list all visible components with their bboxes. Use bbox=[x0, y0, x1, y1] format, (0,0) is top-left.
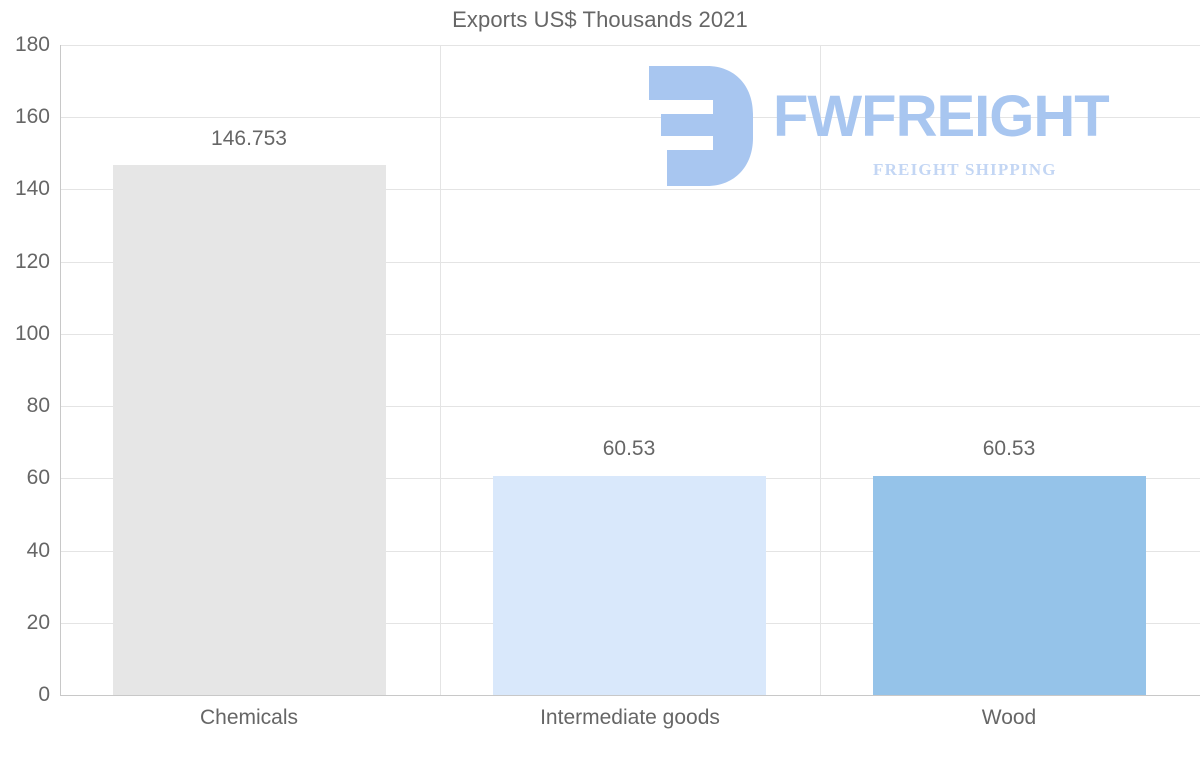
bar-chemicals bbox=[113, 165, 386, 695]
chart-title: Exports US$ Thousands 2021 bbox=[452, 7, 748, 32]
y-tick-label: 20 bbox=[26, 611, 50, 634]
gridline-horizontal bbox=[60, 117, 1200, 118]
y-tick-label: 40 bbox=[26, 539, 50, 562]
y-tick-label: 80 bbox=[26, 394, 50, 417]
plot-area bbox=[60, 45, 1200, 695]
bar-value-label-intermediate-goods: 60.53 bbox=[602, 437, 656, 460]
y-tick-label: 60 bbox=[26, 466, 50, 489]
bar-wood bbox=[873, 476, 1146, 695]
bar-intermediate-goods bbox=[493, 476, 766, 695]
gridline-horizontal bbox=[60, 334, 1200, 335]
gridline-horizontal bbox=[60, 189, 1200, 190]
x-tick-label-intermediate-goods: Intermediate goods bbox=[540, 706, 720, 729]
y-tick-label: 0 bbox=[38, 683, 50, 706]
y-tick-label: 120 bbox=[14, 250, 50, 273]
gridline-horizontal bbox=[60, 45, 1200, 46]
x-axis-line bbox=[60, 695, 1200, 696]
bar-value-label-chemicals: 146.753 bbox=[211, 127, 287, 150]
y-tick-label: 100 bbox=[14, 322, 50, 345]
bar-value-label-wood: 60.53 bbox=[982, 437, 1036, 460]
gridline-horizontal bbox=[60, 262, 1200, 263]
y-axis-line bbox=[60, 45, 61, 696]
gridline-vertical bbox=[820, 45, 821, 695]
y-tick-label: 160 bbox=[14, 105, 50, 128]
gridline-horizontal bbox=[60, 406, 1200, 407]
y-tick-label: 140 bbox=[14, 177, 50, 200]
gridline-vertical bbox=[440, 45, 441, 695]
x-tick-label-wood: Wood bbox=[981, 706, 1037, 729]
y-tick-label: 180 bbox=[14, 33, 50, 56]
x-tick-label-chemicals: Chemicals bbox=[199, 706, 299, 729]
